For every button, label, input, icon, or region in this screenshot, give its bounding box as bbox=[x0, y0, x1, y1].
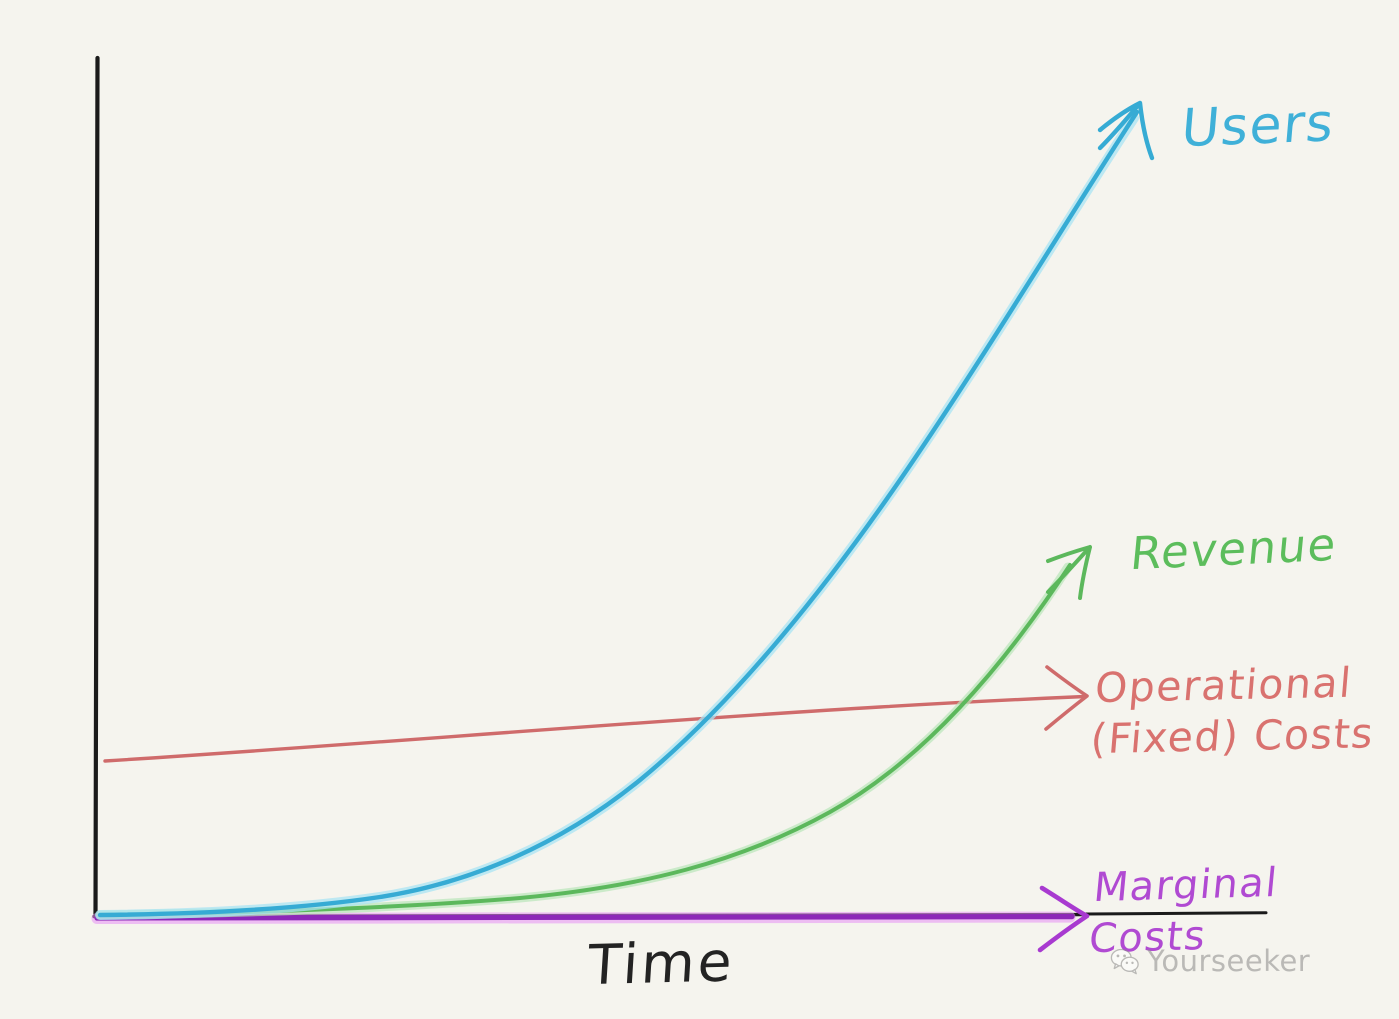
series-label-operational-costs: Operational (Fixed) Costs bbox=[1088, 658, 1380, 764]
series-users bbox=[95, 100, 1155, 920]
series-revenue bbox=[95, 545, 1092, 920]
series-operational-costs bbox=[103, 665, 1089, 763]
marginal-costs-label-line1: Marginal bbox=[1091, 859, 1281, 912]
watermark: Yourseeker bbox=[1110, 944, 1310, 978]
series-label-users: Users bbox=[1179, 93, 1338, 160]
operational-costs-line bbox=[103, 694, 1087, 763]
revenue-curve bbox=[98, 563, 1072, 917]
users-curve bbox=[97, 109, 1140, 918]
revenue-curve-glow bbox=[95, 562, 1073, 920]
operational-costs-label-line2: (Fixed) Costs bbox=[1088, 709, 1377, 764]
marginal-costs-arrowhead bbox=[1037, 885, 1090, 953]
revenue-arrowhead bbox=[1046, 545, 1092, 600]
series-marginal-costs bbox=[91, 885, 1090, 953]
wechat-icon bbox=[1110, 948, 1139, 975]
operational-costs-label-line1: Operational bbox=[1093, 658, 1355, 713]
y-axis bbox=[93, 55, 100, 919]
x-axis-label: Time bbox=[586, 929, 737, 998]
operational-costs-arrowhead bbox=[1044, 665, 1089, 731]
watermark-text: Yourseeker bbox=[1147, 944, 1311, 978]
series-label-revenue: Revenue bbox=[1128, 517, 1340, 581]
users-arrowhead bbox=[1097, 100, 1155, 161]
marginal-costs-line bbox=[94, 914, 1075, 921]
marginal-costs-underline bbox=[1084, 911, 1268, 916]
